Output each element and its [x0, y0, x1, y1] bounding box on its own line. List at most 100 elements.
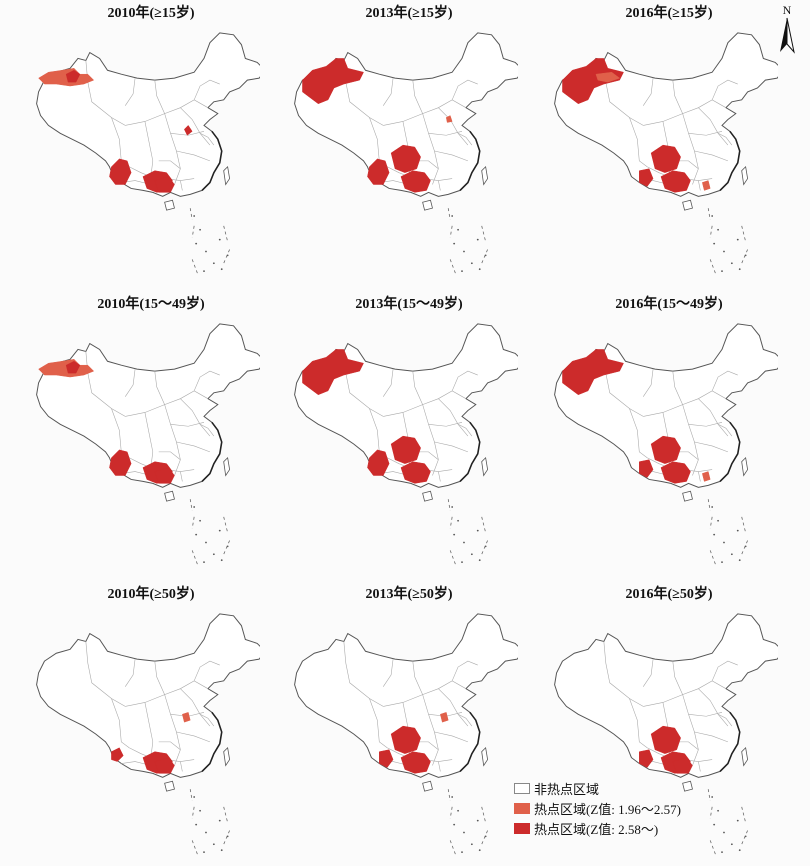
legend: 非热点区域 热点区域(Z值: 1.96～2.57) 热点区域(Z值: 2.58～…	[514, 778, 714, 838]
hotspot-region	[65, 69, 81, 83]
panel-title: 2010年(≥15岁)	[107, 6, 195, 21]
hotspot-region	[400, 461, 431, 484]
map-panel: 2010年(≥50岁)	[20, 586, 282, 866]
hotspot-region	[702, 471, 711, 482]
province-boundaries	[85, 641, 220, 772]
legend-swatch-hotspot-low	[514, 802, 530, 814]
legend-swatch-non-hotspot	[514, 782, 530, 794]
panel-title: 2013年(15～49岁)	[355, 297, 463, 312]
china-map	[36, 32, 260, 276]
country-outline	[36, 613, 260, 778]
map-panel: 2010年(≥15岁)	[20, 5, 282, 285]
map-panel: 2016年(≥15岁)	[538, 5, 800, 285]
hotspot-region	[639, 459, 654, 478]
legend-item-non-hotspot: 非热点区域	[514, 778, 714, 798]
hotspot-region	[639, 749, 654, 768]
hotspot-region	[650, 144, 681, 173]
coastline	[201, 421, 223, 482]
hotspot-region	[400, 751, 431, 774]
south-china-sea-islands	[164, 165, 231, 276]
coastline	[201, 711, 223, 772]
hotspot-region	[660, 170, 691, 193]
hotspot-region	[595, 71, 621, 83]
legend-swatch-hotspot-high	[514, 822, 530, 834]
legend-item-hotspot-low: 热点区域(Z值: 1.96～2.57)	[514, 798, 714, 818]
country-outline	[36, 32, 260, 197]
panel-title: 2016年(≥50岁)	[625, 587, 713, 602]
south-china-sea-islands	[422, 746, 489, 857]
panel-title: 2016年(≥15岁)	[625, 6, 713, 21]
hotspot-region	[379, 749, 394, 768]
north-label: N	[783, 3, 792, 17]
coastline	[719, 421, 741, 482]
panel-title: 2016年(15～49岁)	[615, 297, 723, 312]
hotspot-region	[154, 757, 175, 774]
legend-item-hotspot-high: 热点区域(Z值: 2.58～)	[514, 818, 714, 838]
hotspot-region	[38, 68, 95, 87]
legend-label-hotspot-high: 热点区域(Z值: 2.58～)	[534, 821, 659, 837]
china-map	[294, 323, 518, 567]
map-panel: 2013年(≥50岁)	[278, 586, 540, 866]
coastline	[719, 711, 741, 772]
hotspot-region	[302, 349, 364, 396]
hotspot-region	[390, 435, 421, 464]
panel-title: 2010年(≥50岁)	[107, 587, 195, 602]
hotspot-region	[390, 144, 421, 173]
hotspot-region	[445, 115, 453, 123]
china-map	[554, 613, 778, 857]
panel-title: 2013年(≥50岁)	[365, 587, 453, 602]
hotspot-region	[65, 360, 81, 374]
hotspot-region	[562, 58, 624, 105]
hotspot-region	[650, 435, 681, 464]
panel-title: 2010年(15～49岁)	[97, 297, 205, 312]
hotspot-region	[390, 725, 421, 754]
hotspot-region	[38, 359, 95, 378]
china-map	[294, 613, 518, 857]
hotspot-region	[562, 349, 624, 396]
hotspot-region	[109, 449, 132, 476]
legend-label-hotspot-low: 热点区域(Z值: 1.96～2.57)	[534, 801, 681, 817]
country-outline	[294, 613, 518, 778]
hotspot-region	[182, 712, 191, 723]
coastline	[459, 711, 481, 772]
china-map	[554, 32, 778, 276]
hotspot-region	[400, 170, 431, 193]
south-china-sea-islands	[682, 746, 749, 857]
south-china-sea-islands	[422, 456, 489, 567]
panel-title: 2013年(≥15岁)	[365, 6, 453, 21]
hotspot-region	[660, 461, 691, 484]
hotspot-region	[184, 125, 193, 136]
hotspot-region	[109, 158, 132, 185]
china-map	[36, 613, 260, 857]
country-outline	[554, 613, 778, 778]
hotspot-region	[440, 712, 449, 723]
coastline	[201, 130, 223, 191]
country-outline	[36, 323, 260, 488]
south-china-sea-islands	[164, 456, 231, 567]
china-map	[554, 323, 778, 567]
hotspot-region	[367, 449, 390, 476]
hotspot-region	[672, 757, 693, 774]
map-panel: 2016年(≥50岁)	[538, 586, 800, 866]
hotspot-region	[154, 176, 175, 193]
legend-label-non-hotspot: 非热点区域	[534, 781, 600, 797]
coastline	[459, 421, 481, 482]
hotspot-region	[367, 158, 390, 185]
hotspot-region	[639, 168, 654, 187]
map-panel: 2013年(15～49岁)	[278, 296, 540, 576]
south-china-sea-islands	[422, 165, 489, 276]
hotspot-region	[650, 725, 681, 754]
north-arrow-icon: N	[780, 3, 795, 54]
hotspot-region	[702, 180, 711, 191]
map-panel: 2013年(≥15岁)	[278, 5, 540, 285]
coastline	[459, 130, 481, 191]
china-map	[36, 323, 260, 567]
hotspot-region	[111, 747, 124, 762]
map-panel: 2010年(15～49岁)	[20, 296, 282, 576]
coastline	[719, 130, 741, 191]
south-china-sea-islands	[682, 165, 749, 276]
south-china-sea-islands	[682, 456, 749, 567]
china-map	[294, 32, 518, 276]
map-panel: 2016年(15～49岁)	[538, 296, 800, 576]
hotspot-region	[302, 58, 364, 105]
